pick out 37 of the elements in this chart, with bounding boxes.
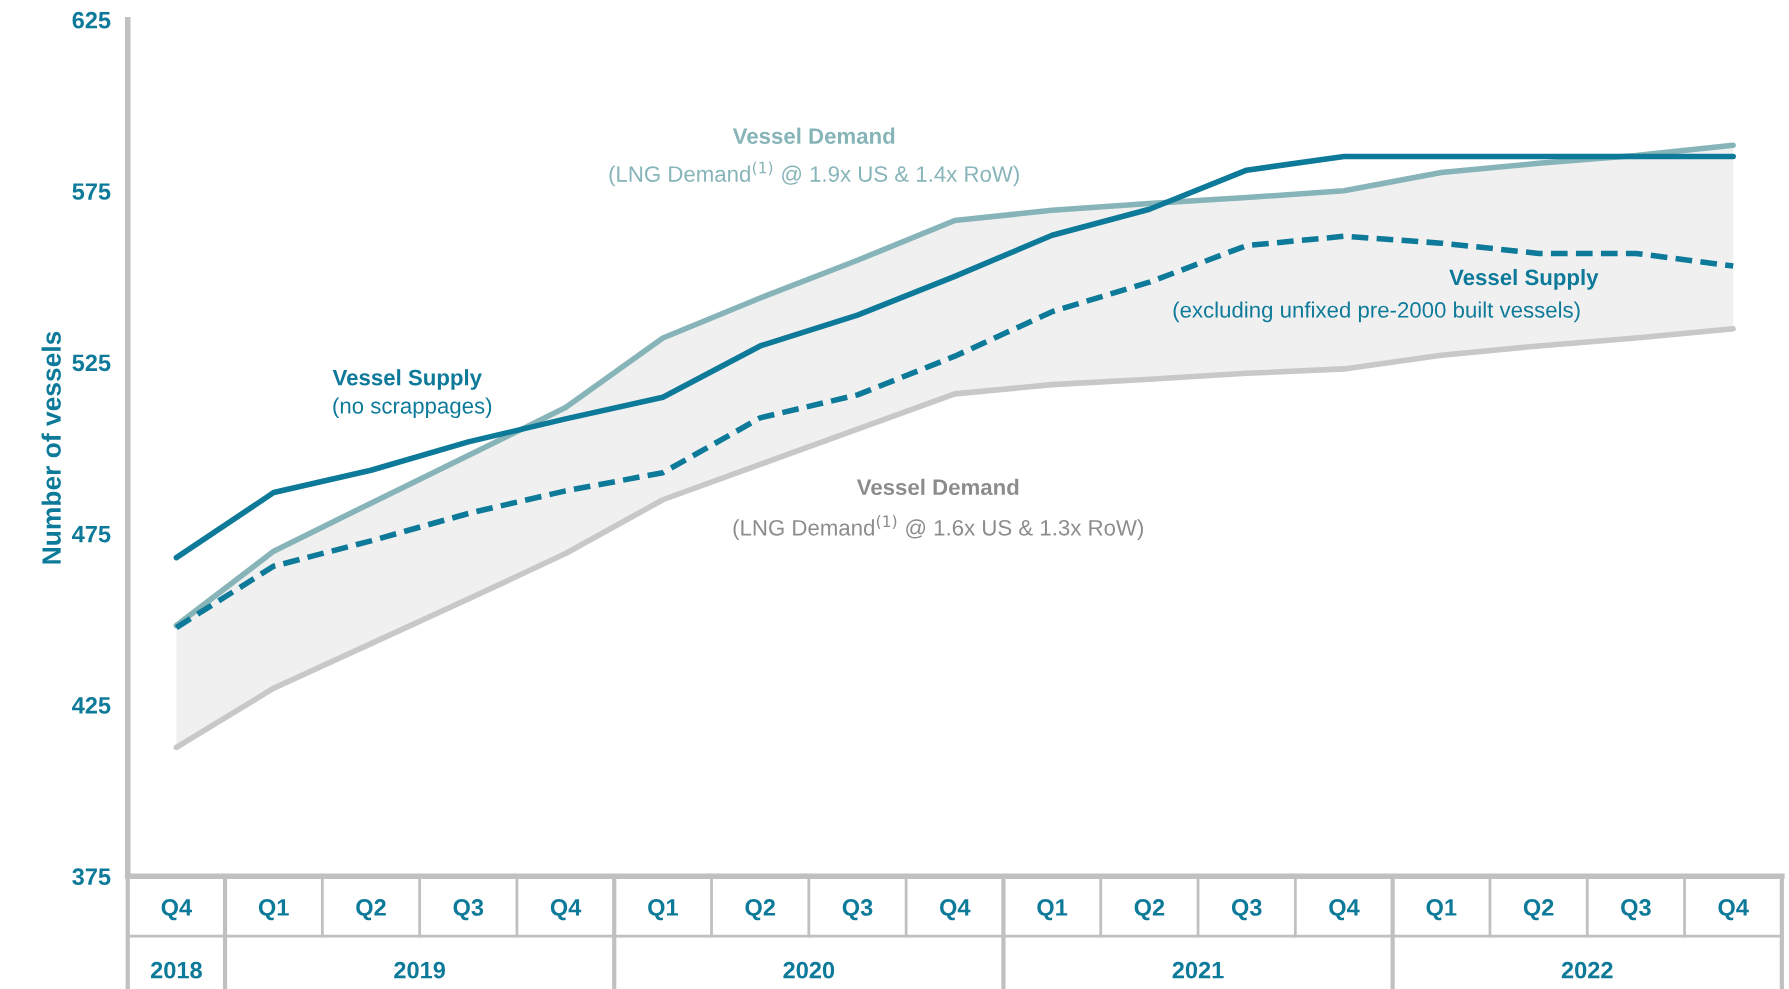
x-tick-label: Q4: [1718, 899, 1749, 921]
x-tick-label: Q3: [842, 899, 873, 921]
x-tick-label: Q3: [1231, 899, 1262, 921]
text: 2022: [1561, 961, 1613, 979]
annotation: (LNG Demand$^{(1)}$ @ 1.6x US & 1.3x RoW): [733, 515, 1143, 541]
text: Vessel Demand: [732, 127, 895, 144]
annotation: (LNG Demand$^{(1)}$ @ 1.9x US & 1.4x RoW): [609, 161, 1019, 187]
y-tick-label: 625: [72, 11, 111, 29]
x-tick-label: Q2: [1134, 899, 1165, 921]
x-tick-label: Q2: [745, 899, 775, 921]
series-label: Vessel Supply: [1449, 268, 1599, 290]
annotation: (excluding unfixed pre-2000 built vessels): [1173, 301, 1580, 323]
x-tick-label: Q1: [1037, 899, 1068, 921]
y-tick-label: 475: [72, 525, 111, 543]
text: Vessel Supply: [332, 369, 482, 390]
y-tick-label: 375: [72, 868, 111, 886]
text: 2019: [394, 961, 446, 979]
x-tick-label: Q1: [258, 899, 289, 921]
x-tick-label: Q1: [1426, 899, 1457, 921]
text: 2021: [1172, 961, 1224, 979]
x-tick-label: Q4: [161, 899, 193, 921]
annotation: (no scrappages): [333, 397, 492, 419]
x-tick-label: Q3: [1621, 899, 1651, 921]
x-tick-label: Q2: [1523, 899, 1554, 921]
x-tick-label: Q4: [1329, 899, 1360, 921]
x-tick-label: Q4: [550, 899, 582, 921]
x-tick-label: Q3: [453, 899, 484, 921]
text: 2020: [783, 961, 835, 979]
y-tick-label: 575: [72, 183, 111, 200]
y-tick-label: 525: [72, 354, 111, 372]
x-tick-label: Q2: [356, 899, 386, 921]
x-tick-label: Q1: [648, 899, 678, 921]
text: 2018: [150, 961, 202, 979]
y-axis-title: Number of vessels: [41, 331, 61, 564]
text: Vessel Demand: [856, 478, 1019, 496]
y-tick-label: 425: [72, 697, 111, 714]
x-tick-label: Q4: [940, 899, 971, 921]
